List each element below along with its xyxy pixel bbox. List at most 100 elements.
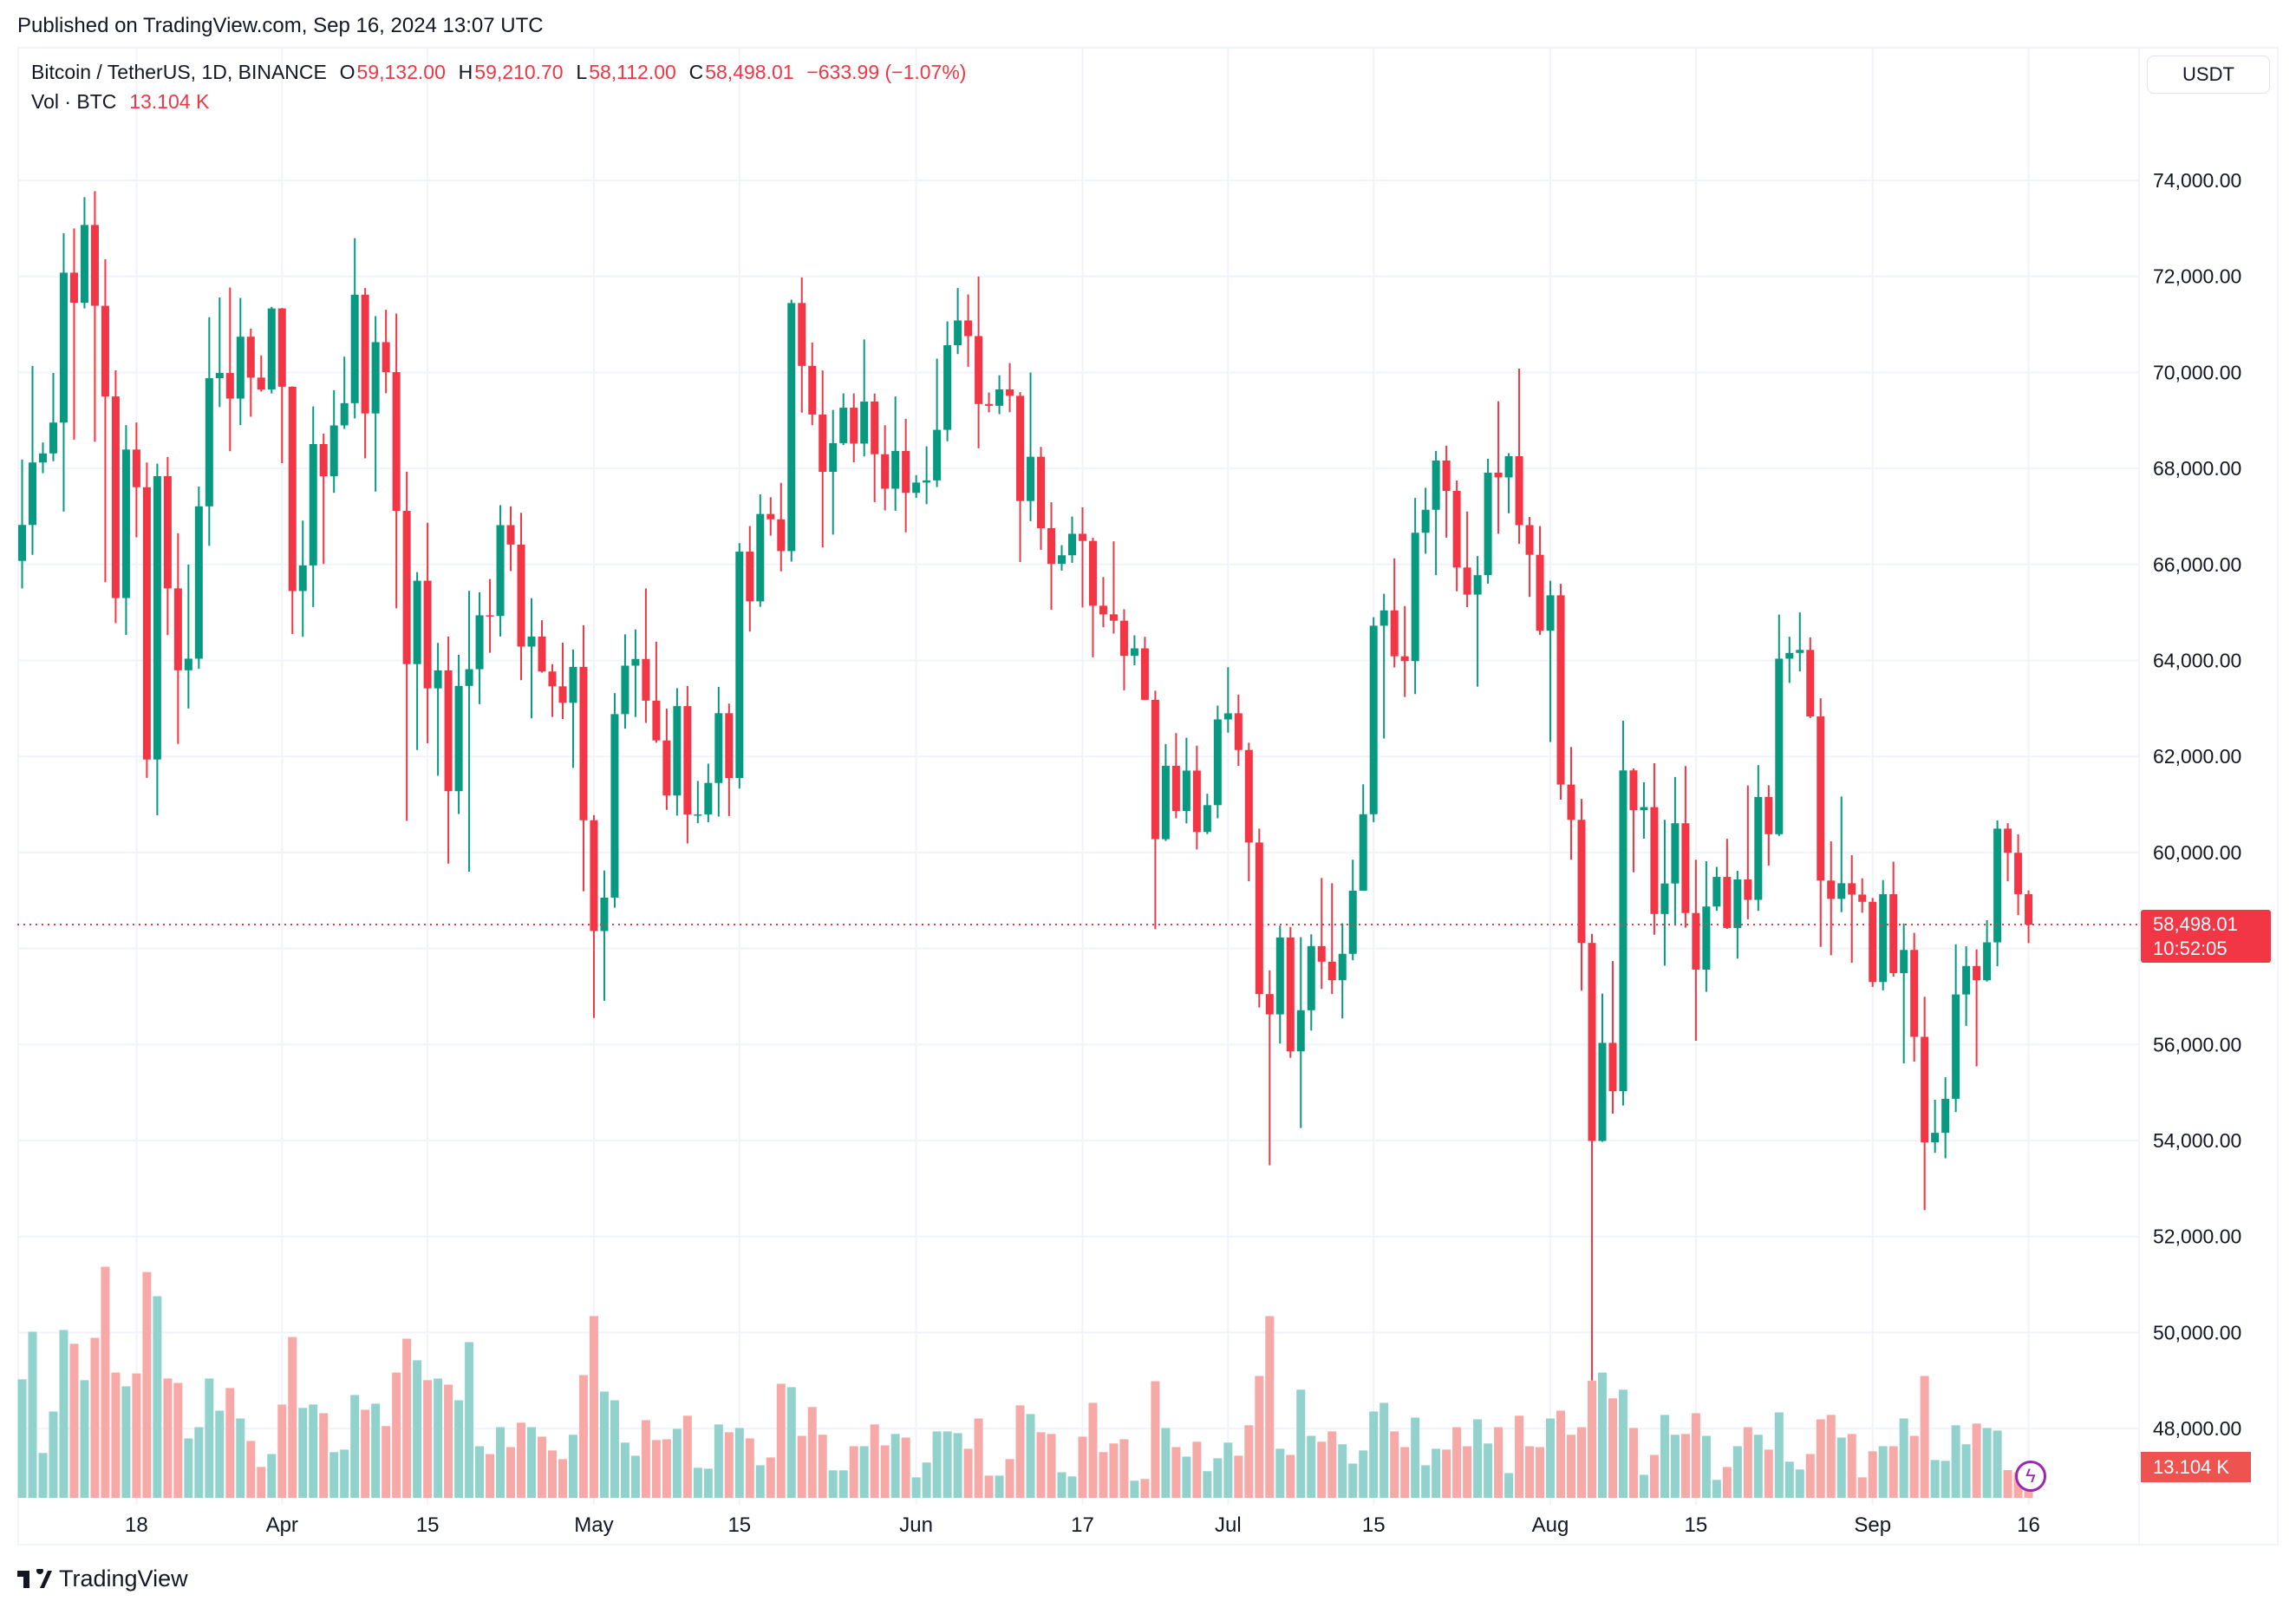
candle — [891, 396, 900, 511]
time-tick-label: 15 — [416, 1513, 440, 1537]
volume-label[interactable]: Vol · BTC — [31, 90, 117, 113]
candle — [1296, 937, 1305, 1128]
candle-body — [1900, 950, 1908, 973]
candle — [59, 232, 68, 512]
tradingview-logo[interactable]: TradingView — [17, 1566, 188, 1592]
volume-bar — [849, 1446, 858, 1498]
candle — [90, 191, 99, 442]
candle-body — [444, 670, 453, 792]
candle-body — [1078, 533, 1086, 541]
candle — [340, 356, 349, 429]
candle — [714, 686, 723, 817]
candle — [1973, 949, 1981, 1067]
candle — [902, 418, 910, 533]
volume-value: 13.104 K — [129, 90, 210, 113]
volume-bar — [943, 1431, 952, 1498]
candle-body — [1348, 890, 1357, 954]
candle-body — [1213, 719, 1222, 806]
volume-bar — [1847, 1434, 1856, 1498]
candle — [1983, 920, 1992, 982]
lightning-icon[interactable]: ϟ — [2015, 1461, 2046, 1492]
volume-bar — [475, 1446, 485, 1498]
candle — [1255, 828, 1263, 1008]
volume-bar — [163, 1378, 173, 1498]
candle-body — [1400, 656, 1409, 662]
volume-bar — [1556, 1410, 1566, 1498]
volume-bar — [1899, 1418, 1908, 1498]
volume-bar — [1868, 1451, 1877, 1498]
change-value: −633.99 (−1.07%) — [806, 61, 967, 83]
candle-body — [288, 386, 297, 592]
candle-body — [1109, 614, 1118, 621]
candle — [1650, 763, 1659, 935]
candle — [1027, 372, 1035, 521]
volume-bar — [734, 1428, 744, 1498]
candle — [506, 506, 515, 572]
candle — [277, 308, 286, 464]
candle — [142, 462, 151, 778]
currency-button[interactable]: USDT — [2147, 56, 2270, 94]
candle — [121, 425, 130, 635]
candle — [850, 393, 858, 463]
candle — [1473, 556, 1482, 687]
candle-body — [881, 454, 890, 489]
volume-bar — [1411, 1417, 1420, 1498]
candle-body — [101, 305, 109, 397]
volume-bar — [215, 1410, 225, 1498]
volume-bar — [1649, 1454, 1659, 1498]
candle-body — [735, 552, 744, 778]
volume-bar — [392, 1372, 401, 1498]
candle — [1016, 392, 1025, 562]
candle — [975, 276, 983, 448]
chart-panel[interactable] — [17, 47, 2279, 1546]
candle-body — [1827, 880, 1836, 899]
candle-body — [1806, 650, 1815, 717]
candle — [1182, 737, 1190, 824]
candle — [1869, 898, 1877, 987]
candle-body — [777, 519, 786, 552]
volume-bar — [1296, 1389, 1306, 1498]
volume-bar — [28, 1331, 37, 1498]
candle-body — [361, 294, 369, 414]
volume-bar — [1608, 1398, 1617, 1498]
candle-body — [964, 320, 973, 337]
candle — [319, 433, 328, 565]
candle — [413, 572, 421, 750]
volume-bar — [1338, 1444, 1347, 1498]
candle-body — [1577, 820, 1586, 944]
volume-bar — [1701, 1435, 1711, 1498]
volume-bar — [1078, 1436, 1087, 1498]
candle — [1327, 883, 1336, 995]
candle-body — [1494, 472, 1503, 478]
candle-body — [1390, 610, 1399, 657]
candle — [1275, 925, 1284, 1044]
grid — [17, 49, 2138, 1505]
volume-bar — [1639, 1474, 1648, 1498]
volume-bar — [1192, 1441, 1202, 1498]
volume-bar — [506, 1447, 516, 1498]
candle-body — [891, 450, 900, 489]
volume-bar — [1234, 1455, 1243, 1498]
candle-body — [2014, 853, 2023, 894]
candle-body — [340, 402, 349, 426]
volume-bar — [538, 1436, 546, 1498]
candle-body — [236, 337, 245, 399]
candle — [1577, 799, 1586, 991]
candle — [662, 709, 671, 810]
candle-body — [1515, 455, 1523, 526]
volume-bar — [578, 1375, 588, 1498]
volume-bar — [1795, 1469, 1804, 1498]
candle-body — [787, 303, 796, 552]
candle-body — [1837, 883, 1846, 899]
low-label: L — [576, 61, 588, 83]
volume-bar — [1722, 1467, 1732, 1498]
candle-body — [1744, 879, 1752, 900]
volume-bar — [1473, 1419, 1483, 1498]
candle-body — [215, 373, 224, 379]
volume-bar — [1618, 1389, 1627, 1498]
volume-bar — [517, 1422, 526, 1498]
candle-body — [1473, 575, 1482, 595]
symbol-title[interactable]: Bitcoin / TetherUS, 1D, BINANCE — [31, 61, 327, 83]
candle — [1556, 584, 1565, 801]
